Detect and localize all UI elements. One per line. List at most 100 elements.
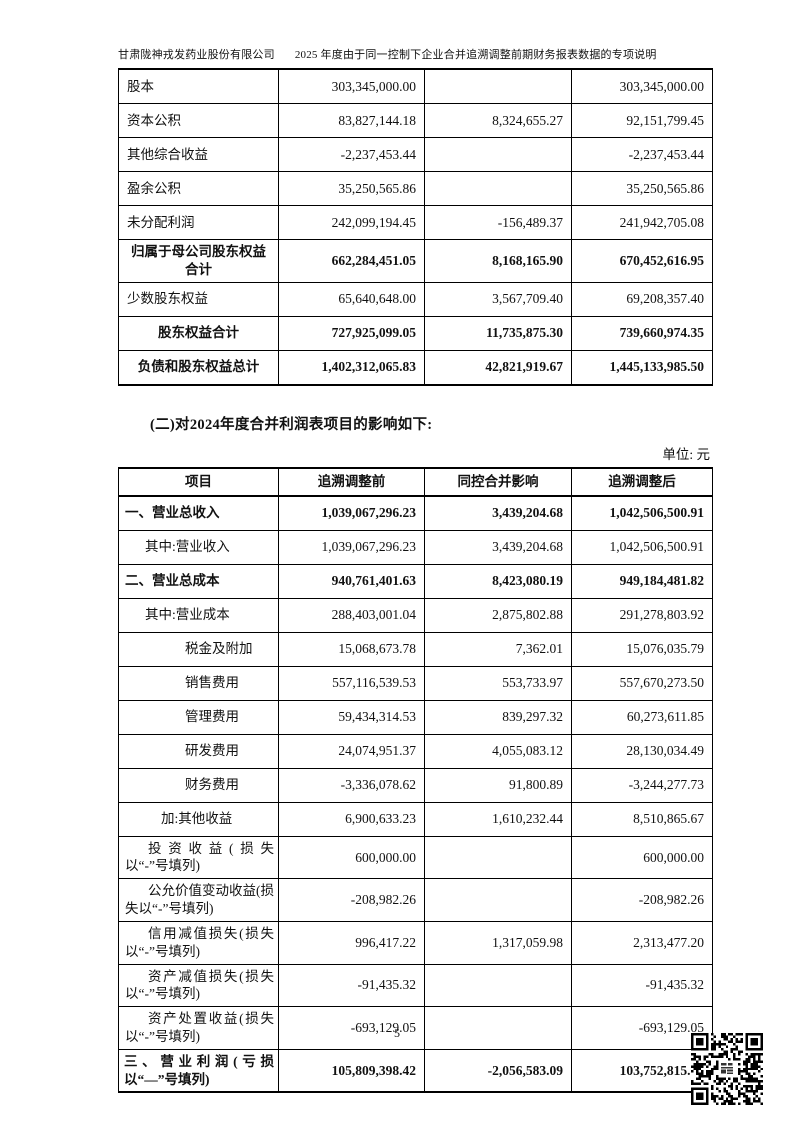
table-row: 股本 303,345,000.00 303,345,000.00 <box>118 68 713 104</box>
table-row: 销售费用 557,116,539.53 553,733.97 557,670,273.… <box>118 665 713 701</box>
equity-table: 股本 303,345,000.00 303,345,000.00 资本公积 83,827… <box>118 68 713 386</box>
cell-before: -91,435.32 <box>278 963 425 1008</box>
cell-before: 105,809,398.42 <box>278 1048 425 1093</box>
unit-label: 单位: 元 <box>662 446 710 462</box>
row-label: 少数股东权益 <box>118 281 279 317</box>
cell-impact <box>424 137 572 172</box>
cell-impact: -2,056,583.09 <box>424 1048 572 1093</box>
document-title: 2025 年度由于同一控制下企业合并追溯调整前期财务报表数据的专项说明 <box>294 49 657 61</box>
cell-before: 303,345,000.00 <box>278 68 425 104</box>
table-row: 二、营业总成本 940,761,401.63 8,423,080.19 949,184… <box>118 563 713 599</box>
table-row: 股东权益合计 727,925,099.05 11,735,875.30 739,660… <box>118 315 713 351</box>
cell-after: 670,452,616.95 <box>571 239 713 283</box>
section-heading: (二)对2024年度合并利润表项目的影响如下: <box>150 416 433 433</box>
qr-code-icon <box>691 1033 763 1105</box>
cell-before: 242,099,194.45 <box>278 205 425 240</box>
row-label: 归属于母公司股东权益合计 <box>118 239 279 283</box>
cell-before: 6,900,633.23 <box>278 801 425 837</box>
row-label: 股本 <box>118 68 279 104</box>
cell-before: -693,129.05 <box>278 1006 425 1050</box>
cell-impact <box>424 1006 572 1050</box>
table-row: 负债和股东权益总计 1,402,312,065.83 42,821,919.67 1,… <box>118 349 713 386</box>
column-header-before: 追溯调整前 <box>278 467 425 497</box>
company-name: 甘肃陇神戎发药业股份有限公司 <box>118 49 275 61</box>
cell-impact <box>424 878 572 922</box>
cell-impact: 7,362.01 <box>424 631 572 667</box>
table-row: 资产减值损失(损失以“-”号填列) -91,435.32 -91,435.32 <box>118 963 713 1008</box>
table-row: 加:其他收益 6,900,633.23 1,610,232.44 8,510,865.… <box>118 801 713 837</box>
row-label: 投资收益(损失以“-”号填列) <box>118 835 279 880</box>
cell-before: 996,417.22 <box>278 920 425 965</box>
table-row: 资产处置收益(损失以“-”号填列) -693,129.05 -693,129.05 <box>118 1006 713 1050</box>
table-row: 归属于母公司股东权益合计 662,284,451.05 8,168,165.90 67… <box>118 239 713 283</box>
table-row: 财务费用 -3,336,078.62 91,800.89 -3,244,277.73 <box>118 767 713 803</box>
row-label: 管理费用 <box>118 699 279 735</box>
cell-after: 949,184,481.82 <box>571 563 713 599</box>
cell-impact: 2,875,802.88 <box>424 597 572 633</box>
cell-after: -91,435.32 <box>571 963 713 1008</box>
cell-before: 600,000.00 <box>278 835 425 880</box>
row-label: 信用减值损失(损失以“-”号填列) <box>118 920 279 965</box>
cell-after: 92,151,799.45 <box>571 103 713 138</box>
cell-impact: -156,489.37 <box>424 205 572 240</box>
cell-before: 59,434,314.53 <box>278 699 425 735</box>
cell-before: 1,039,067,296.23 <box>278 495 425 531</box>
cell-impact: 3,439,204.68 <box>424 529 572 565</box>
cell-before: 727,925,099.05 <box>278 315 425 351</box>
row-label: 资本公积 <box>118 103 279 138</box>
cell-after: 8,510,865.67 <box>571 801 713 837</box>
row-label: 负债和股东权益总计 <box>118 349 279 386</box>
cell-impact: 8,423,080.19 <box>424 563 572 599</box>
table-row: 其他综合收益 -2,237,453.44 -2,237,453.44 <box>118 137 713 172</box>
cell-before: 1,039,067,296.23 <box>278 529 425 565</box>
column-header-impact: 同控合并影响 <box>424 467 572 497</box>
cell-before: 15,068,673.78 <box>278 631 425 667</box>
cell-before: 1,402,312,065.83 <box>278 349 425 386</box>
cell-before: 940,761,401.63 <box>278 563 425 599</box>
cell-impact <box>424 835 572 880</box>
cell-before: 24,074,951.37 <box>278 733 425 769</box>
table-row: 资本公积 83,827,144.18 8,324,655.27 92,151,799.… <box>118 103 713 138</box>
cell-impact: 8,168,165.90 <box>424 239 572 283</box>
row-label: 一、营业总收入 <box>118 495 279 531</box>
table-row: 投资收益(损失以“-”号填列) 600,000.00 600,000.00 <box>118 835 713 880</box>
row-label: 其他综合收益 <box>118 137 279 172</box>
row-label: 未分配利润 <box>118 205 279 240</box>
cell-before: 83,827,144.18 <box>278 103 425 138</box>
cell-after: -208,982.26 <box>571 878 713 922</box>
cell-impact: 4,055,083.12 <box>424 733 572 769</box>
cell-before: -208,982.26 <box>278 878 425 922</box>
cell-impact: 3,439,204.68 <box>424 495 572 531</box>
table-row: 一、营业总收入 1,039,067,296.23 3,439,204.68 1,042… <box>118 495 713 531</box>
cell-before: 288,403,001.04 <box>278 597 425 633</box>
table-row: 管理费用 59,434,314.53 839,297.32 60,273,611.85 <box>118 699 713 735</box>
cell-after: 35,250,565.86 <box>571 171 713 206</box>
cell-after: 2,313,477.20 <box>571 920 713 965</box>
cell-impact: 91,800.89 <box>424 767 572 803</box>
cell-after: 1,042,506,500.91 <box>571 529 713 565</box>
cell-after: 60,273,611.85 <box>571 699 713 735</box>
row-label: 公允价值变动收益(损失以“-”号填列) <box>118 878 279 922</box>
table-row: 三、营业利润(亏损以“—”号填列) 105,809,398.42 -2,056,58… <box>118 1048 713 1093</box>
cell-after: -3,244,277.73 <box>571 767 713 803</box>
cell-impact: 42,821,919.67 <box>424 349 572 386</box>
cell-after: 557,670,273.50 <box>571 665 713 701</box>
cell-after: 303,345,000.00 <box>571 68 713 104</box>
page-content: 甘肃陇神戎发药业股份有限公司 2025 年度由于同一控制下企业合并追溯调整前期财… <box>118 46 713 1094</box>
table-row: 研发费用 24,074,951.37 4,055,083.12 28,130,034.… <box>118 733 713 769</box>
row-label: 资产处置收益(损失以“-”号填列) <box>118 1006 279 1050</box>
row-label: 股东权益合计 <box>118 315 279 351</box>
table-row: 税金及附加 15,068,673.78 7,362.01 15,076,035.79 <box>118 631 713 667</box>
cell-after: 1,042,506,500.91 <box>571 495 713 531</box>
table-row: 其中:营业收入 1,039,067,296.23 3,439,204.68 1,042… <box>118 529 713 565</box>
cell-before: 557,116,539.53 <box>278 665 425 701</box>
row-label: 其中:营业成本 <box>118 597 279 633</box>
row-label: 资产减值损失(损失以“-”号填列) <box>118 963 279 1008</box>
cell-after: 291,278,803.92 <box>571 597 713 633</box>
cell-impact: 8,324,655.27 <box>424 103 572 138</box>
cell-impact: 3,567,709.40 <box>424 281 572 317</box>
row-label: 其中:营业收入 <box>118 529 279 565</box>
cell-after: 69,208,357.40 <box>571 281 713 317</box>
table-row: 未分配利润 242,099,194.45 -156,489.37 241,942,70… <box>118 205 713 240</box>
